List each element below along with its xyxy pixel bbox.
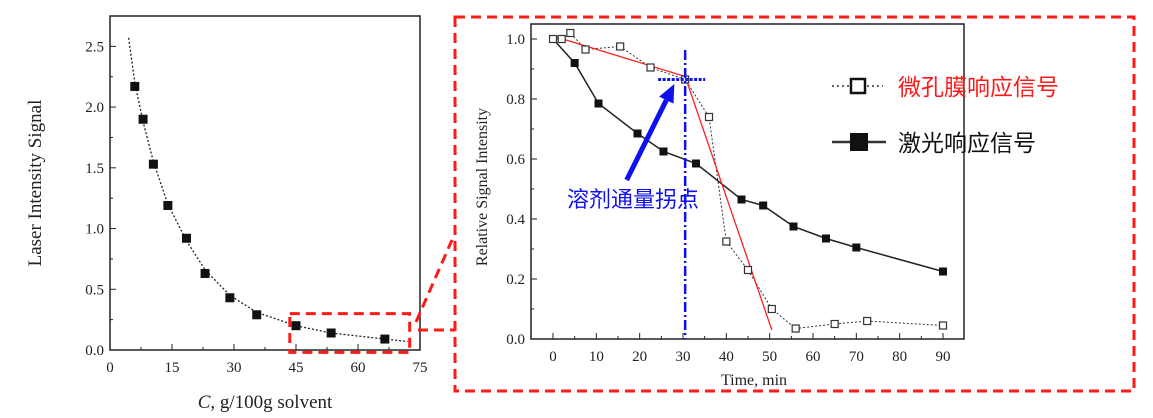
laser-point — [633, 129, 642, 138]
laser-point — [789, 222, 798, 231]
y-tick-label: 0.0 — [506, 332, 525, 348]
membrane-point — [830, 319, 839, 329]
x-tick-label: 60 — [806, 349, 821, 365]
data-point — [163, 200, 173, 210]
data-point — [148, 159, 158, 169]
data-point — [252, 310, 262, 320]
membrane-point — [548, 34, 558, 44]
arrow-shaft — [624, 99, 669, 182]
laser-line — [552, 38, 944, 273]
data-point — [138, 114, 148, 124]
y-tick-label: 0.5 — [85, 282, 104, 298]
x-axis-label-variable: C — [198, 392, 211, 413]
x-tick-label: 20 — [632, 349, 647, 365]
plot-frame — [109, 15, 421, 351]
y-tick-label: 0.6 — [506, 152, 525, 168]
membrane-point — [616, 42, 625, 51]
y-tick-label: 1.0 — [85, 222, 104, 238]
y-tick-label: 0.0 — [85, 343, 104, 359]
left-chart: 0 15 30 45 60 75 0.0 0.5 1.0 1.5 2.0 2.5 Laser Inten… — [25, 15, 428, 413]
laser-point — [570, 59, 579, 67]
fit-line — [552, 35, 686, 78]
x-tick-label: 30 — [676, 349, 691, 365]
arrow-head — [659, 84, 675, 104]
data-point — [225, 293, 235, 303]
zoom-callout — [414, 15, 1136, 393]
y-axis-label: Laser Intensity Signal — [25, 100, 46, 267]
membrane-point — [566, 28, 575, 38]
x-tick-label: 50 — [762, 349, 777, 365]
membrane-point — [557, 34, 566, 44]
x-axis-label: C, g/100g solvent — [198, 392, 333, 413]
zoom-box — [453, 15, 1136, 393]
membrane-line — [553, 32, 944, 330]
data-point — [326, 328, 336, 338]
membrane-point — [767, 304, 776, 314]
y-tick-label: 2.0 — [85, 100, 104, 116]
laser-point — [822, 234, 830, 243]
x-axis-label: Time, min — [721, 372, 787, 389]
data-point — [130, 81, 140, 91]
membrane-point — [743, 265, 753, 275]
x-tick-label: 0 — [549, 349, 557, 365]
x-tick-label: 60 — [351, 360, 366, 376]
x-tick-label: 40 — [719, 349, 734, 365]
x-tick-label: 75 — [413, 360, 428, 376]
y-tick-label: 0.2 — [506, 272, 525, 288]
legend-membrane-label: 微孔膜响应信号 — [898, 75, 1059, 101]
x-axis-label-units: , g/100g solvent — [210, 392, 333, 413]
membrane-point — [791, 324, 800, 333]
highlight-box — [288, 312, 412, 354]
x-tick-label: 80 — [892, 349, 907, 365]
membrane-point — [938, 321, 948, 330]
plot-frame — [530, 23, 965, 340]
laser-point — [939, 267, 947, 276]
membrane-point — [722, 237, 731, 246]
annotation-label: 溶剂通量拐点 — [567, 188, 699, 213]
legend-membrane-marker — [849, 77, 867, 95]
laser-point — [852, 243, 861, 252]
y-axis-label: Relative Signal Intensity — [474, 108, 491, 266]
x-tick-label: 10 — [589, 349, 604, 365]
x-tick-label: 45 — [289, 360, 304, 376]
fit-curve — [127, 37, 408, 343]
legend-laser-marker — [850, 133, 868, 151]
membrane-point — [863, 316, 872, 326]
x-tick-label: 0 — [106, 360, 114, 376]
laser-point — [692, 159, 700, 168]
x-tick-label: 30 — [227, 360, 242, 376]
y-tick-label: 0.8 — [506, 92, 525, 108]
membrane-point — [646, 63, 655, 72]
laser-point — [759, 201, 768, 210]
data-point — [291, 321, 301, 331]
y-tick-label: 1.0 — [506, 32, 525, 48]
fit-line — [684, 76, 773, 331]
membrane-point — [581, 45, 590, 54]
y-tick-label: 1.5 — [85, 161, 104, 177]
laser-point — [737, 195, 746, 204]
data-point — [181, 233, 191, 243]
laser-point — [659, 147, 668, 156]
right-chart: 0 10 20 30 40 50 60 70 80 90 0.0 0.2 0.4 0.6 0.8 1.0 溶剂通… — [474, 23, 1059, 389]
laser-point — [594, 99, 603, 108]
membrane-point — [704, 112, 714, 122]
legend-laser-label: 激光响应信号 — [898, 131, 1036, 157]
y-tick-label: 0.4 — [506, 212, 525, 228]
x-tick-label: 15 — [165, 360, 180, 376]
data-point — [380, 334, 390, 344]
x-tick-label: 90 — [936, 349, 951, 365]
x-tick-label: 70 — [849, 349, 864, 365]
data-point — [200, 268, 210, 278]
y-tick-label: 2.5 — [85, 39, 104, 55]
callout-connector — [414, 239, 454, 323]
